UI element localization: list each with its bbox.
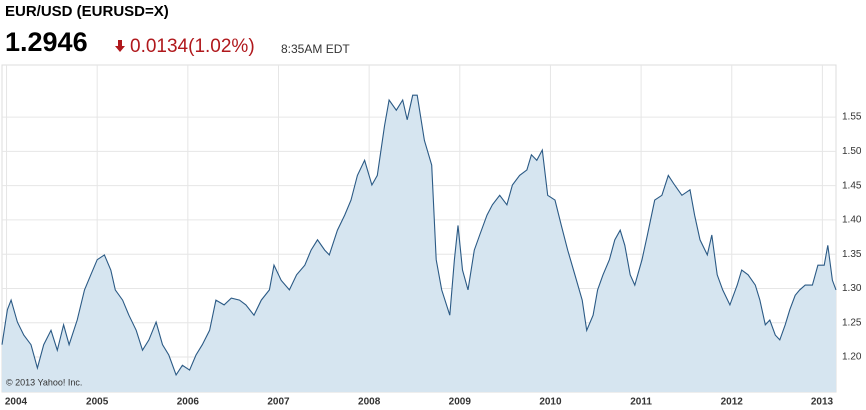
y-tick-label: 1.40: [842, 215, 862, 226]
x-tick-label: 2010: [539, 397, 562, 408]
y-tick-label: 1.50: [842, 146, 862, 157]
area-fill: [2, 95, 836, 392]
x-tick-label: 2004: [5, 397, 28, 408]
x-tick-label: 2005: [86, 397, 109, 408]
y-tick-label: 1.30: [842, 283, 862, 294]
x-tick-label: 2011: [630, 397, 652, 408]
quote-time: 8:35AM EDT: [281, 42, 350, 56]
x-tick-label: 2009: [449, 397, 472, 408]
x-tick-label: 2012: [721, 397, 744, 408]
x-tick-label: 2013: [811, 397, 834, 408]
price-change: 0.0134(1.02%): [130, 36, 255, 57]
x-tick-label: 2008: [358, 397, 381, 408]
y-tick-label: 1.20: [842, 352, 862, 363]
y-tick-label: 1.55: [842, 112, 862, 123]
x-tick-label: 2007: [267, 397, 290, 408]
symbol-title: EUR/USD (EURUSD=X): [5, 3, 169, 20]
price: 1.2946: [5, 27, 88, 57]
price-line: [1, 94, 837, 377]
y-tick-label: 1.25: [842, 317, 862, 328]
y-tick-label: 1.35: [842, 249, 862, 260]
down-arrow: [115, 40, 125, 52]
x-tick-label: 2006: [177, 397, 200, 408]
watermark: © 2013 Yahoo! Inc.: [6, 377, 82, 387]
y-tick-label: 1.45: [842, 180, 862, 191]
